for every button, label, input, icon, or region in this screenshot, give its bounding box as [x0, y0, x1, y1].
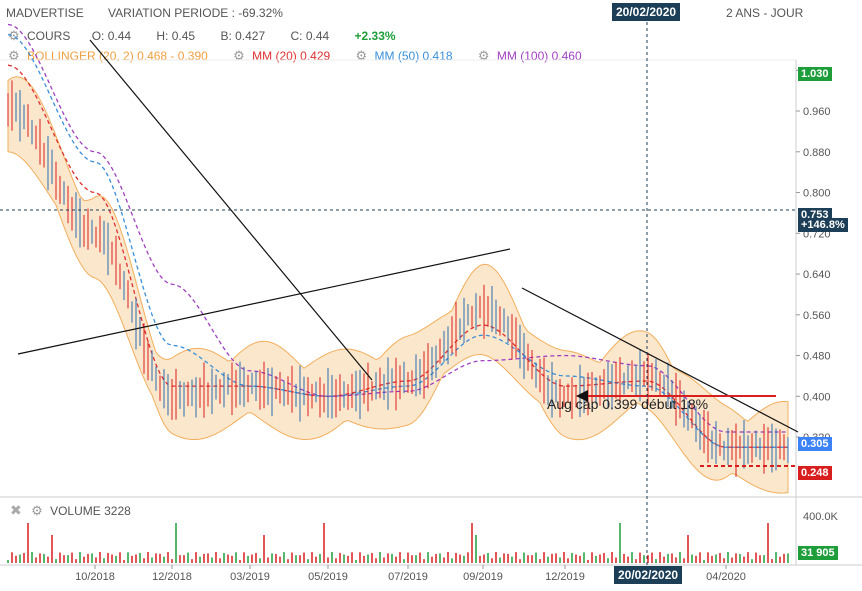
- x-axis-label: 04/2020: [706, 571, 746, 583]
- volume-value: 3228: [104, 504, 131, 518]
- cours-label: COURS: [27, 29, 71, 43]
- x-axis-label: 12/2019: [545, 571, 585, 583]
- close-icon[interactable]: ✖: [10, 502, 22, 518]
- mm100-line: [7, 23, 788, 433]
- ohlc-row: ⚙ COURS O: 0.44 H: 0.45 B: 0.427 C: 0.44…: [8, 28, 396, 44]
- x-axis-label: 10/2018: [75, 571, 115, 583]
- variation-label: VARIATION PERIODE : -69.32%: [108, 6, 283, 20]
- price-tag: 1.030: [798, 67, 832, 82]
- arrow-head-icon: [576, 390, 588, 402]
- volume-bars: [7, 523, 789, 563]
- high-value: H: 0.45: [156, 29, 196, 43]
- price-tag: 0.305: [798, 436, 832, 451]
- price-tick-label: 0.480: [803, 351, 831, 363]
- price-candles: [7, 80, 789, 477]
- bollinger-gear-icon[interactable]: ⚙: [8, 48, 20, 63]
- mm20-line: [7, 64, 788, 448]
- x-axis-label: 07/2019: [388, 571, 428, 583]
- mm20-gear-icon[interactable]: ⚙: [233, 48, 245, 63]
- price-tag: +146.8%: [798, 217, 848, 232]
- mm50-line: [7, 33, 788, 448]
- volume-gear-icon[interactable]: ⚙: [31, 503, 43, 518]
- cours-gear-icon[interactable]: ⚙: [8, 28, 20, 43]
- bollinger-band: [7, 76, 789, 494]
- trend-line-up[interactable]: [17, 248, 511, 355]
- price-tick-label: 0.400: [803, 391, 831, 403]
- x-axis-label: 05/2019: [308, 571, 348, 583]
- low-value: B: 0.427: [220, 29, 266, 43]
- price-tag: 0.248: [798, 465, 832, 480]
- price-tick-label: 0.800: [803, 188, 831, 200]
- date-badge-top: 20/02/2020: [612, 3, 681, 21]
- volume-header: ✖ ⚙ VOLUME 3228: [10, 502, 131, 519]
- date-badge-bottom: 20/02/2020: [614, 566, 683, 584]
- close-value: C: 0.44: [290, 29, 330, 43]
- price-ticks: 1.0400.9600.8800.8000.7200.6400.5600.480…: [796, 65, 831, 444]
- price-tick-label: 0.880: [803, 147, 831, 159]
- x-axis-label: 09/2019: [463, 571, 503, 583]
- period-label[interactable]: 2 ANS - JOUR: [726, 6, 804, 20]
- mm100-gear-icon[interactable]: ⚙: [477, 48, 490, 63]
- annotation-text[interactable]: Aug cap 0.399 début 18%: [547, 396, 708, 412]
- volume-axis-tick: 400.0K: [803, 511, 838, 523]
- trend-line-down-2[interactable]: [521, 287, 799, 433]
- price-tick-label: 0.960: [803, 106, 831, 118]
- mm50-gear-icon[interactable]: ⚙: [355, 48, 368, 63]
- price-tick-label: 0.560: [803, 310, 831, 322]
- volume-last-tag: 31 905: [798, 546, 838, 560]
- price-tick-label: 0.640: [803, 269, 831, 281]
- open-value: O: 0.44: [91, 29, 132, 43]
- bollinger-fill: [7, 76, 789, 494]
- ticker-label: MADVERTISE: [6, 6, 84, 20]
- x-axis-label: 03/2019: [230, 571, 270, 583]
- volume-label: VOLUME: [50, 504, 101, 518]
- x-axis-labels: 10/2018 12/2018 03/2019 05/2019 07/2019 09/20…: [75, 565, 746, 583]
- x-axis-label: 12/2018: [152, 571, 192, 583]
- moving-averages: [7, 23, 788, 448]
- change-value: +2.33%: [354, 29, 396, 43]
